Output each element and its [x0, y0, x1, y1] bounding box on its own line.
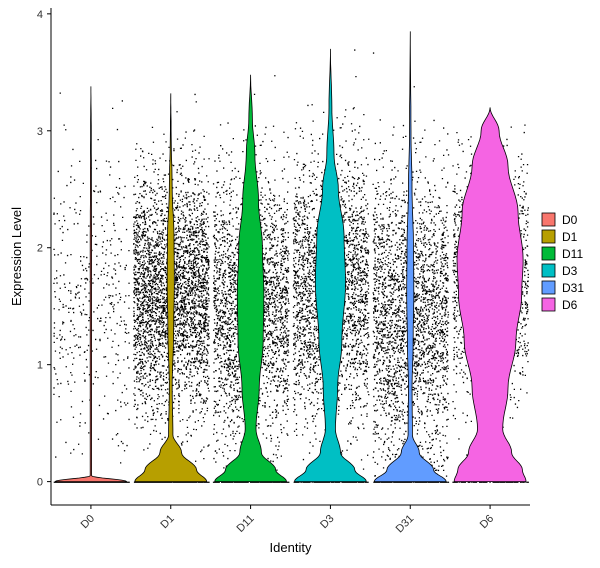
y-axis-title: Expression Level — [9, 207, 24, 306]
violin-D0 — [54, 86, 127, 482]
x-axis-title: Identity — [270, 540, 312, 555]
y-axis-ticks: 0 1 2 3 4 — [37, 9, 51, 489]
x-tick-label-D31: D31 — [394, 513, 417, 536]
y-tick-label-4: 4 — [37, 9, 43, 21]
violin-D11 — [214, 74, 288, 482]
legend: D0 D1 D11 D3 D31 D6 — [541, 212, 584, 312]
legend-swatch-D1 — [541, 229, 556, 244]
violin-D31 — [373, 31, 447, 482]
x-axis-ticks: D0 D1 D11 D3 D31 D6 — [79, 505, 496, 536]
violin-D1 — [134, 93, 208, 482]
y-tick-label-3: 3 — [37, 126, 43, 138]
legend-swatch-D31 — [541, 280, 556, 295]
legend-swatch-D0 — [541, 212, 556, 227]
legend-swatch-D6 — [541, 297, 556, 312]
violin-D6 — [453, 107, 527, 482]
x-tick-label-D6: D6 — [478, 513, 496, 531]
y-tick-label-2: 2 — [37, 243, 43, 255]
legend-label-D1: D1 — [562, 230, 578, 244]
legend-label-D11: D11 — [562, 247, 583, 261]
violins-layer — [54, 31, 527, 482]
x-tick-label-D1: D1 — [158, 513, 176, 531]
y-tick-label-0: 0 — [37, 477, 43, 489]
legend-label-D6: D6 — [562, 298, 578, 312]
legend-label-D0: D0 — [562, 213, 578, 227]
x-tick-label-D3: D3 — [318, 513, 336, 531]
legend-swatch-D11 — [541, 246, 556, 261]
x-tick-label-D0: D0 — [79, 513, 97, 531]
legend-swatch-D3 — [541, 263, 556, 278]
violin-D3 — [293, 48, 367, 482]
x-tick-label-D11: D11 — [235, 513, 257, 535]
legend-label-D31: D31 — [562, 281, 584, 295]
y-tick-label-1: 1 — [37, 360, 43, 372]
legend-label-D3: D3 — [562, 264, 578, 278]
